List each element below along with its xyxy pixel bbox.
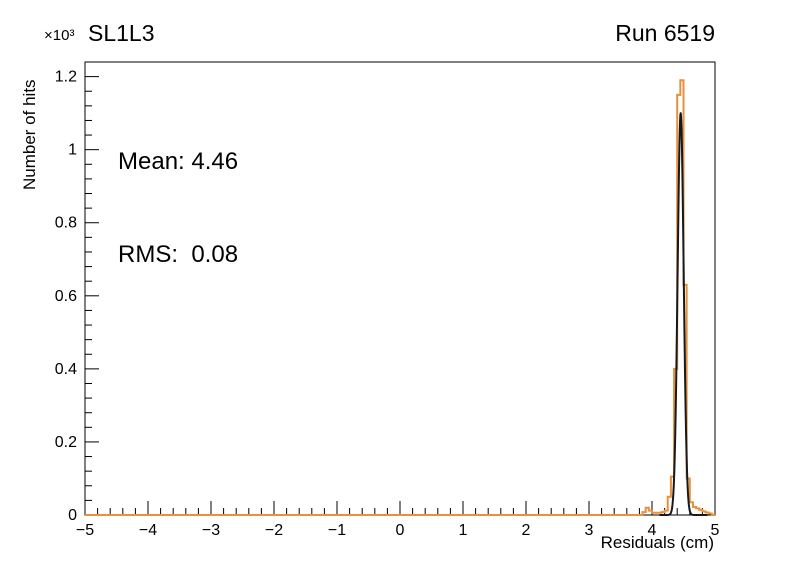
run-number-label: Run 6519 [615, 20, 715, 46]
x-tick-label: −3 [202, 522, 220, 539]
stats-mean-text: Mean: 4.46 [118, 148, 239, 175]
x-tick-label: −1 [328, 522, 346, 539]
stats-box: Mean: 4.46 RMS: 0.08 [118, 84, 238, 332]
x-tick-label: 2 [522, 522, 531, 539]
y-tick-label: 1 [68, 142, 77, 159]
x-tick-label: 3 [585, 522, 594, 539]
y-tick-label: 0.4 [55, 361, 77, 378]
plot-title: SL1L3 [88, 20, 155, 46]
x-tick-label: 1 [459, 522, 468, 539]
fit-curve [658, 112, 709, 516]
y-axis-exponent-label: ×10³ [44, 27, 75, 44]
y-tick-label: 0.2 [55, 434, 77, 451]
x-tick-label: −4 [139, 522, 157, 539]
y-tick-label: 0.8 [55, 215, 77, 232]
y-tick-label: 1.2 [55, 69, 77, 86]
y-axis-title: Number of hits [20, 79, 39, 190]
y-tick-label: 0.6 [55, 288, 77, 305]
x-tick-label: −5 [76, 522, 94, 539]
x-tick-label: −2 [265, 522, 283, 539]
x-tick-label: 5 [711, 522, 720, 539]
histogram-line [85, 79, 715, 516]
x-tick-label: 4 [648, 522, 657, 539]
x-axis-title: Residuals (cm) [600, 533, 714, 552]
y-tick-label: 0 [68, 507, 77, 524]
stats-rms-text: RMS: 0.08 [118, 241, 239, 268]
x-tick-label: 0 [396, 522, 405, 539]
